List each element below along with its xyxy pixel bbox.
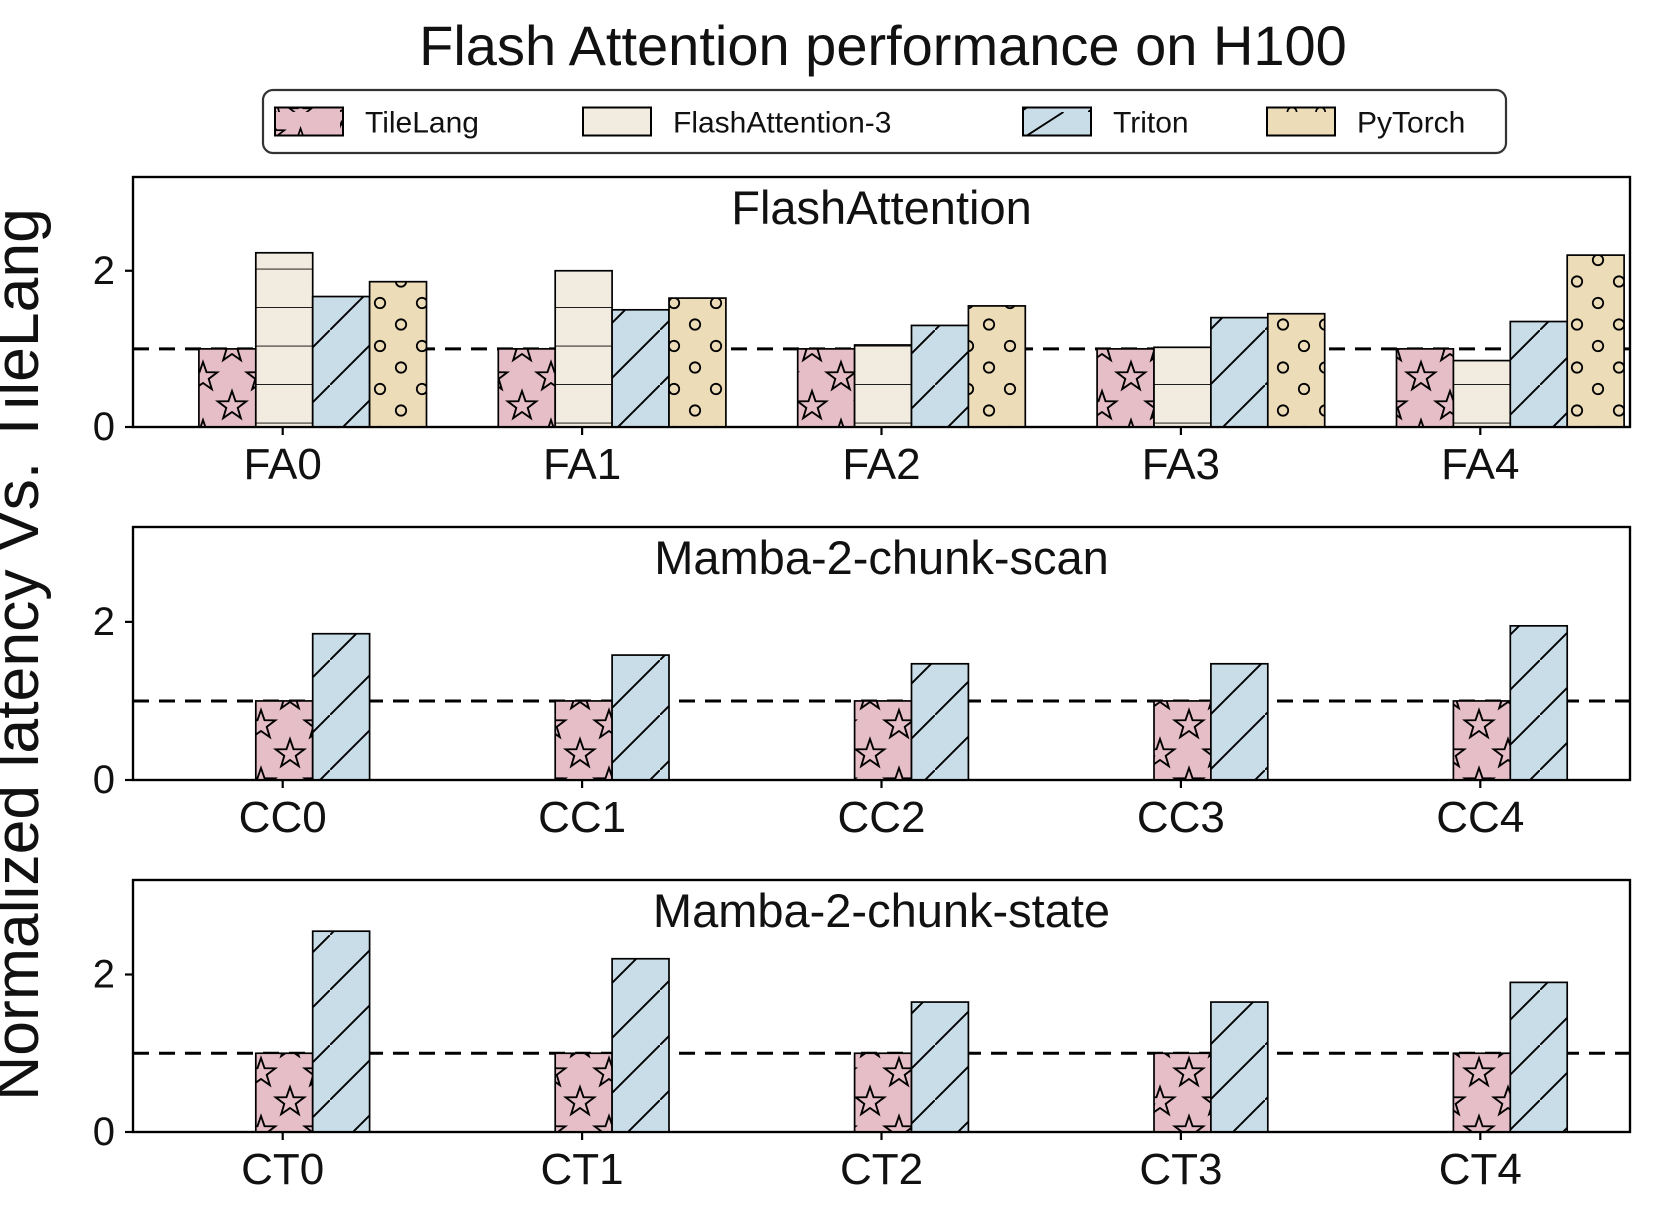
svg-text:FA3: FA3 [1142, 440, 1220, 489]
svg-text:Mamba-2-chunk-scan: Mamba-2-chunk-scan [654, 531, 1109, 584]
svg-text:Mamba-2-chunk-state: Mamba-2-chunk-state [653, 884, 1110, 937]
svg-text:CC2: CC2 [837, 793, 925, 842]
svg-text:CC0: CC0 [239, 793, 327, 842]
svg-text:0: 0 [93, 1110, 115, 1154]
svg-text:2: 2 [93, 249, 115, 293]
svg-text:CT4: CT4 [1439, 1145, 1522, 1194]
svg-text:FA2: FA2 [842, 440, 920, 489]
svg-text:CT2: CT2 [840, 1145, 923, 1194]
svg-text:FlashAttention-3: FlashAttention-3 [673, 107, 891, 140]
svg-text:FA4: FA4 [1441, 440, 1519, 489]
svg-text:Flash Attention performance on: Flash Attention performance on H100 [419, 14, 1347, 77]
svg-text:FlashAttention: FlashAttention [731, 181, 1031, 234]
svg-text:CT3: CT3 [1139, 1145, 1222, 1194]
svg-text:2: 2 [93, 600, 115, 644]
svg-text:TileLang: TileLang [365, 107, 479, 140]
svg-text:FA0: FA0 [244, 440, 322, 489]
svg-text:2: 2 [93, 953, 115, 997]
svg-text:CC3: CC3 [1137, 793, 1225, 842]
svg-text:FA1: FA1 [543, 440, 621, 489]
svg-text:Triton: Triton [1113, 107, 1189, 140]
svg-text:Normalized latency Vs. TileLan: Normalized latency Vs. TileLang [0, 208, 52, 1101]
svg-text:0: 0 [93, 405, 115, 449]
svg-text:PyTorch: PyTorch [1357, 107, 1465, 140]
svg-text:0: 0 [93, 758, 115, 802]
svg-text:CC1: CC1 [538, 793, 626, 842]
svg-text:CT0: CT0 [241, 1145, 324, 1194]
svg-text:CT1: CT1 [541, 1145, 624, 1194]
svg-text:CC4: CC4 [1436, 793, 1524, 842]
